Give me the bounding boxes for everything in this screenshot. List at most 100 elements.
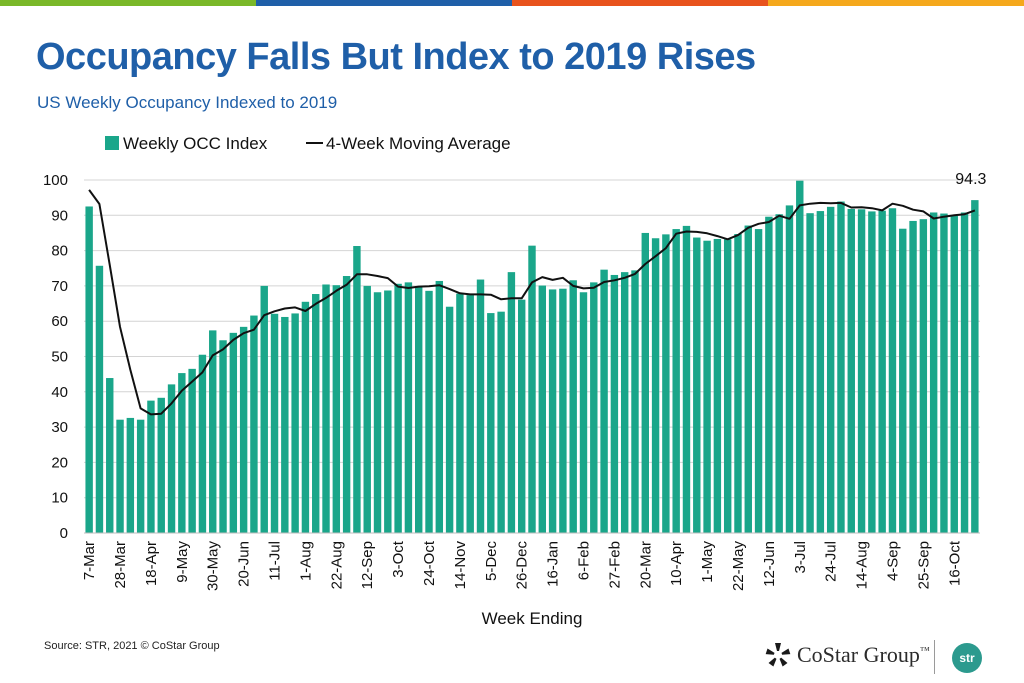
x-tick-label: 20-Mar xyxy=(637,541,654,589)
occ-index-bar xyxy=(322,284,330,533)
occ-index-bar xyxy=(384,290,392,533)
occ-index-bar xyxy=(806,213,814,533)
occ-index-bar xyxy=(651,238,660,533)
stripe-blue xyxy=(256,0,512,6)
occ-index-bar xyxy=(662,234,670,533)
trademark-symbol: ™ xyxy=(919,645,930,657)
occ-index-bar xyxy=(517,299,526,533)
occ-index-bar xyxy=(909,220,917,533)
occ-index-bar xyxy=(826,206,835,533)
occ-index-bar xyxy=(703,240,711,533)
x-tick-label: 3-Oct xyxy=(390,540,407,578)
occ-index-bar xyxy=(538,285,547,533)
occ-index-bar xyxy=(569,280,577,533)
occ-index-bar xyxy=(929,212,938,533)
y-tick-label: 0 xyxy=(60,525,68,542)
occ-index-bar xyxy=(466,295,474,533)
occ-index-bar xyxy=(353,246,361,534)
occ-index-bar xyxy=(600,269,608,533)
x-tick-label: 24-Oct xyxy=(421,540,438,586)
x-tick-label: 12-Sep xyxy=(359,541,376,589)
occ-index-bar xyxy=(106,378,114,533)
occ-index-bar xyxy=(950,216,958,534)
source-note: Source: STR, 2021 © CoStar Group xyxy=(44,640,220,652)
occ-index-bar xyxy=(415,286,423,533)
occ-index-bar xyxy=(765,216,773,533)
occ-index-bar xyxy=(342,276,351,533)
y-tick-label: 100 xyxy=(43,172,68,189)
occ-index-bar xyxy=(209,330,217,533)
occ-index-bar xyxy=(188,368,196,533)
costar-star-icon xyxy=(765,643,791,667)
occ-index-bar xyxy=(723,239,732,533)
occ-index-bar xyxy=(579,292,588,533)
occ-index-bar xyxy=(796,180,804,533)
occ-index-bar xyxy=(239,326,248,533)
x-tick-label: 24-Jul xyxy=(823,541,840,582)
x-tick-label: 27-Feb xyxy=(606,541,623,589)
page-title: Occupancy Falls But Index to 2019 Rises xyxy=(36,36,756,78)
occ-index-bar xyxy=(631,270,639,533)
y-tick-label: 10 xyxy=(51,490,68,507)
costar-logo-name: CoStar Group xyxy=(797,642,920,667)
x-tick-label: 22-May xyxy=(730,541,747,592)
x-tick-label: 3-Jul xyxy=(792,541,809,574)
occ-index-bar xyxy=(548,289,557,533)
occ-index-bar xyxy=(487,313,495,533)
legend-label-line: 4-Week Moving Average xyxy=(326,134,511,153)
occ-index-bar xyxy=(435,280,444,533)
x-tick-label: 22-Aug xyxy=(328,541,345,589)
y-tick-label: 80 xyxy=(51,243,68,260)
occ-index-bar xyxy=(847,208,855,534)
x-tick-label: 12-Jun xyxy=(761,541,778,587)
x-tick-label: 18-Apr xyxy=(143,541,160,586)
occ-index-bar xyxy=(281,316,289,533)
x-tick-label: 6-Feb xyxy=(575,541,592,580)
logo-divider xyxy=(934,640,935,674)
occ-index-bar xyxy=(85,206,93,533)
legend-swatch-bar xyxy=(105,136,119,150)
occ-index-bar xyxy=(734,234,742,533)
occ-index-bar xyxy=(672,229,680,533)
costar-logo-text: CoStar Group™ xyxy=(797,642,930,668)
x-tick-label: 4-Sep xyxy=(884,541,901,581)
x-tick-label: 7-Mar xyxy=(81,541,98,580)
occ-index-bar xyxy=(394,283,402,533)
str-logo-badge: str xyxy=(952,643,982,673)
occ-index-bar xyxy=(775,214,783,533)
occ-index-bar xyxy=(610,274,619,533)
x-tick-label: 5-Dec xyxy=(483,541,500,582)
chart-legend: Weekly OCC Index 4-Week Moving Average xyxy=(105,134,511,153)
data-label: 94.3 xyxy=(955,171,986,188)
occ-index-bar xyxy=(116,419,124,533)
occ-index-bar xyxy=(445,306,454,533)
occ-index-bar xyxy=(713,238,722,534)
occ-index-bar xyxy=(754,229,763,533)
y-tick-label: 70 xyxy=(51,278,68,295)
y-tick-label: 20 xyxy=(51,454,68,471)
occ-index-bar xyxy=(682,225,691,533)
y-tick-label: 90 xyxy=(51,207,68,224)
y-tick-label: 50 xyxy=(51,349,68,366)
occ-index-bar xyxy=(960,212,969,533)
moving-average-line xyxy=(88,189,976,416)
occupancy-chart: 0 10 20 30 40 50 60 70 80 90 100 7-Mar 28-Mar 18-Apr 9… xyxy=(43,134,987,628)
x-tick-label: 25-Sep xyxy=(915,541,932,589)
occ-index-bar xyxy=(837,201,845,533)
occ-index-bar xyxy=(260,285,268,533)
occ-index-bar xyxy=(507,272,516,533)
occ-index-bar xyxy=(425,290,433,533)
occ-index-bar xyxy=(528,245,536,533)
occ-index-bar xyxy=(919,219,928,534)
occ-index-bar xyxy=(868,211,876,534)
occ-index-bar xyxy=(126,417,135,533)
occ-index-bar xyxy=(456,293,464,533)
occ-index-bar xyxy=(136,419,145,533)
occ-index-bar xyxy=(888,208,897,534)
x-tick-label: 1-May xyxy=(699,541,716,583)
occ-index-bar xyxy=(857,209,866,533)
occ-index-bar xyxy=(250,315,258,533)
y-tick-label: 30 xyxy=(51,419,68,436)
occ-index-bar xyxy=(641,232,649,533)
x-tick-label: 20-Jun xyxy=(236,541,253,587)
